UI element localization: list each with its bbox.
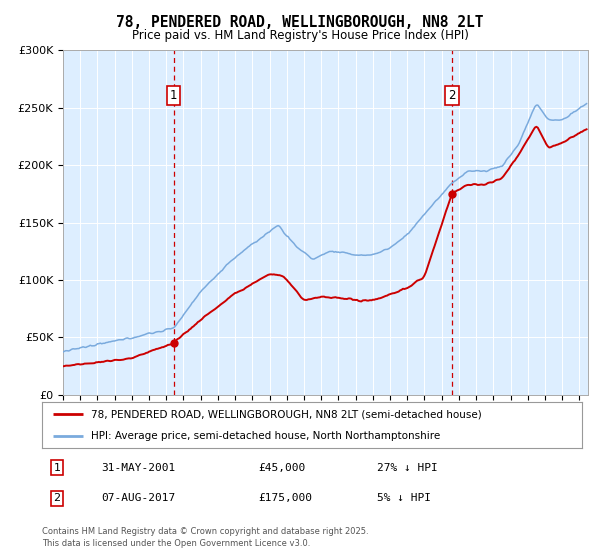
Text: 27% ↓ HPI: 27% ↓ HPI — [377, 463, 437, 473]
Text: £45,000: £45,000 — [258, 463, 305, 473]
Text: 2: 2 — [53, 493, 61, 503]
Text: 31-MAY-2001: 31-MAY-2001 — [101, 463, 176, 473]
Text: 1: 1 — [170, 88, 177, 102]
Text: 07-AUG-2017: 07-AUG-2017 — [101, 493, 176, 503]
Text: 78, PENDERED ROAD, WELLINGBOROUGH, NN8 2LT: 78, PENDERED ROAD, WELLINGBOROUGH, NN8 2… — [116, 15, 484, 30]
Text: HPI: Average price, semi-detached house, North Northamptonshire: HPI: Average price, semi-detached house,… — [91, 431, 440, 441]
Text: 5% ↓ HPI: 5% ↓ HPI — [377, 493, 431, 503]
Text: Contains HM Land Registry data © Crown copyright and database right 2025.
This d: Contains HM Land Registry data © Crown c… — [42, 527, 368, 548]
Text: £175,000: £175,000 — [258, 493, 312, 503]
Text: 2: 2 — [448, 88, 455, 102]
Text: Price paid vs. HM Land Registry's House Price Index (HPI): Price paid vs. HM Land Registry's House … — [131, 29, 469, 42]
Text: 78, PENDERED ROAD, WELLINGBOROUGH, NN8 2LT (semi-detached house): 78, PENDERED ROAD, WELLINGBOROUGH, NN8 2… — [91, 409, 481, 419]
Text: 1: 1 — [53, 463, 61, 473]
